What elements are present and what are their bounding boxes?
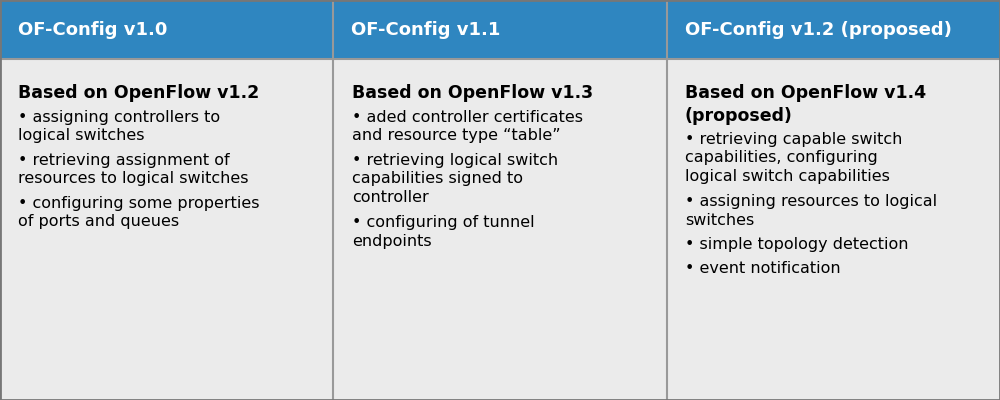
Text: OF-Config v1.2 (proposed): OF-Config v1.2 (proposed) [685,20,952,38]
Text: OF-Config v1.0: OF-Config v1.0 [18,20,167,38]
Bar [667,0,1000,59]
Bar [333,59,667,400]
Text: Based on OpenFlow v1.4
(proposed): Based on OpenFlow v1.4 (proposed) [685,84,926,125]
Text: Based on OpenFlow v1.2: Based on OpenFlow v1.2 [18,84,260,102]
Text: • configuring some properties
of ports and queues: • configuring some properties of ports a… [18,196,260,230]
Bar [0,0,333,59]
Text: • assigning resources to logical
switches: • assigning resources to logical switche… [685,194,937,228]
Bar [0,59,333,400]
Text: • retrieving assignment of
resources to logical switches: • retrieving assignment of resources to … [18,153,249,186]
Text: Based on OpenFlow v1.3: Based on OpenFlow v1.3 [352,84,593,102]
Text: • retrieving capable switch
capabilities, configuring
logical switch capabilitie: • retrieving capable switch capabilities… [685,132,902,184]
Bar [667,59,1000,400]
Text: • aded controller certificates
and resource type “table”: • aded controller certificates and resou… [352,110,583,144]
Text: • retrieving logical switch
capabilities signed to
controller: • retrieving logical switch capabilities… [352,153,558,205]
Text: • event notification: • event notification [685,261,841,276]
Text: • simple topology detection: • simple topology detection [685,237,908,252]
Text: • assigning controllers to
logical switches: • assigning controllers to logical switc… [18,110,220,144]
Text: OF-Config v1.1: OF-Config v1.1 [351,20,501,38]
Text: • configuring of tunnel
endpoints: • configuring of tunnel endpoints [352,215,534,249]
Bar [333,0,667,59]
